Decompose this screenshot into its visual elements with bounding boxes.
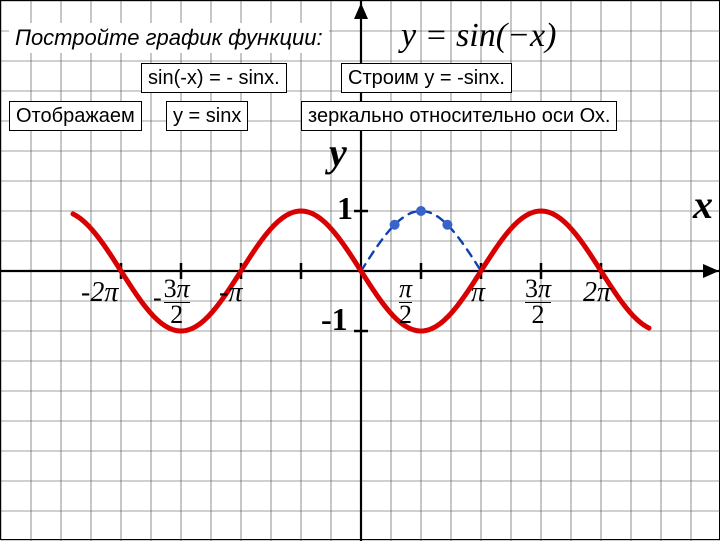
hint-reflect-b: y = sinx xyxy=(166,101,248,131)
x-tick: 3π2 xyxy=(525,277,551,327)
y-axis-label: y xyxy=(329,129,347,176)
x-tick: π xyxy=(471,277,485,309)
x-tick: -2π xyxy=(81,277,118,309)
target-formula: y = sin(−x) xyxy=(401,17,556,55)
hint-build: Строим y = -sinx. xyxy=(341,63,512,93)
x-tick: 2π xyxy=(583,277,611,309)
hint-reflect-a: Отображаем xyxy=(9,101,142,131)
hint-reflect-c: зеркально относительно оси Ох. xyxy=(301,101,617,131)
chart-canvas: Постройте график функции: y = sin(−x) si… xyxy=(0,0,720,540)
tick-neg-one: -1 xyxy=(321,301,348,338)
x-tick: -π xyxy=(219,277,242,309)
tick-one: 1 xyxy=(337,190,353,227)
hint-identity: sin(-x) = - sinx. xyxy=(141,63,287,93)
x-axis-label: x xyxy=(693,181,713,228)
title: Постройте график функции: xyxy=(9,23,329,53)
x-tick: -3π2 xyxy=(153,277,190,327)
x-tick: π2 xyxy=(399,277,412,327)
